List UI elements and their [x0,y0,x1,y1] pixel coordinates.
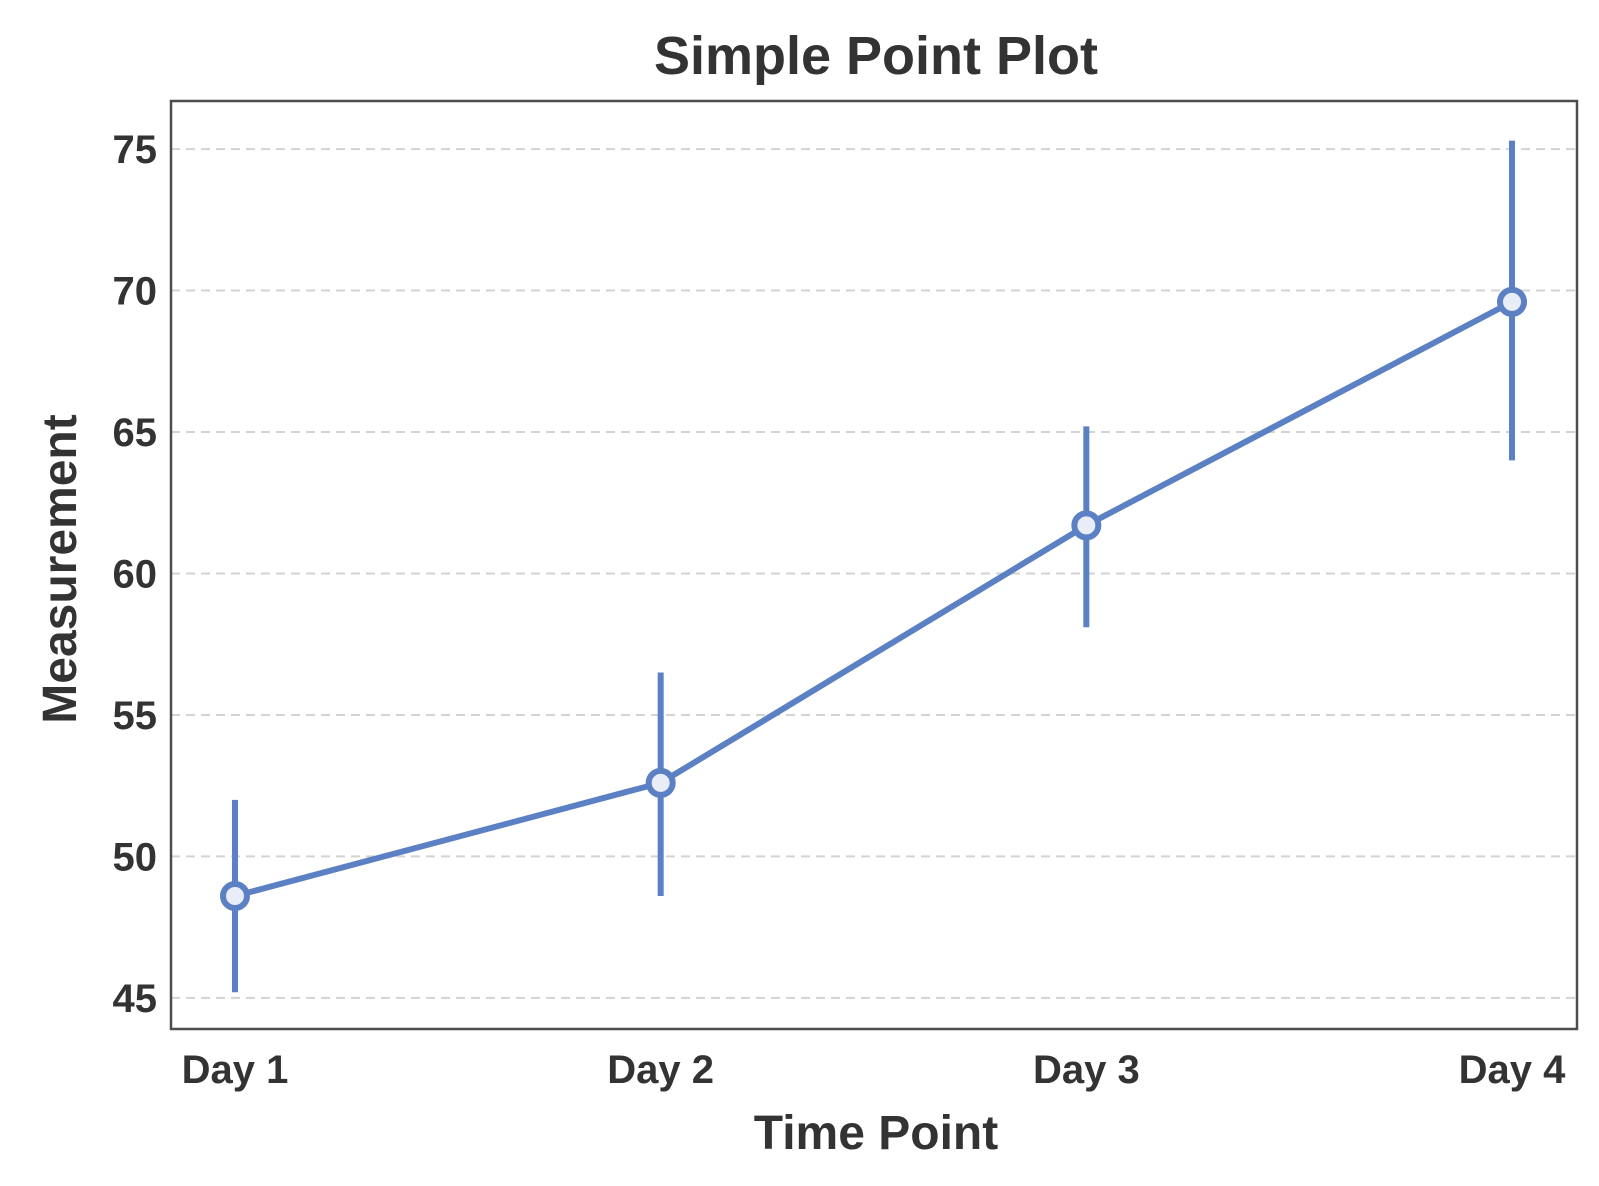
data-point-2 [645,767,676,798]
gridlines [171,148,1577,999]
x-tick-label-2: Day 2 [607,1048,714,1092]
data-point-3 [1071,510,1102,541]
y-tick-label-45: 45 [113,977,158,1021]
y-tick-label-70: 70 [113,270,158,314]
data-point-1 [220,881,250,912]
x-tick-label-4: Day 4 [1459,1048,1566,1092]
series-line [232,298,1515,900]
x-tick-label-3: Day 3 [1033,1048,1140,1092]
y-tick-label-65: 65 [113,411,158,455]
y-tick-label-50: 50 [113,835,158,879]
y-tick-label-55: 55 [113,694,158,738]
chart-title: Simple Point Plot [654,26,1098,86]
y-tick-label-60: 60 [113,552,158,596]
x-axis-tick-labels: Day 1 Day 2 Day 3 Day 4 [182,1048,1566,1092]
x-axis-label: Time Point [754,1107,998,1160]
plot-frame [169,99,1579,1031]
x-tick-label-1: Day 1 [182,1048,289,1092]
series-layer [220,140,1527,993]
y-tick-label-75: 75 [113,128,158,172]
y-axis-tick-labels: 45 50 55 60 65 70 75 [113,128,158,1021]
data-point-4 [1497,286,1527,317]
y-axis-label: Measurement [34,414,87,723]
